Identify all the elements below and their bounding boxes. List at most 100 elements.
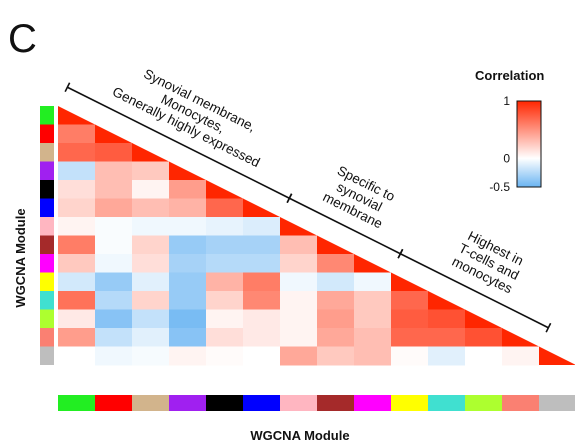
column-module-swatch-brown (317, 395, 354, 411)
heatmap-cell-3-2 (132, 161, 170, 181)
heatmap-cell-10-7 (317, 291, 355, 310)
panel-letter: C (8, 17, 37, 61)
heatmap-cell-8-2 (132, 254, 170, 273)
heatmap-cell-12-11 (465, 328, 503, 347)
row-module-swatch-greenyellow (40, 309, 54, 328)
heatmap-cell-10-2 (132, 291, 170, 310)
heatmap-cell-6-1 (95, 217, 133, 236)
heatmap-cell-11-0 (58, 309, 96, 329)
heatmap-cell-10-4 (206, 291, 244, 310)
heatmap-cell-12-3 (169, 328, 207, 347)
column-module-swatch-magenta (354, 395, 391, 411)
heatmap-cell-10-0 (58, 291, 96, 310)
heatmap-cell-8-4 (206, 254, 244, 273)
heatmap-cells (58, 106, 575, 366)
heatmap-cell-13-5 (243, 346, 281, 366)
heatmap-cell-13-13 (539, 346, 575, 365)
row-module-swatch-brown (40, 235, 54, 254)
heatmap-cell-13-3 (169, 346, 207, 366)
annotation-bracket-line (289, 197, 401, 255)
heatmap-cell-9-0 (58, 272, 96, 292)
annotation-bracket-tick (397, 248, 404, 259)
legend-title: Correlation (475, 68, 544, 83)
column-module-swatch-purple (169, 395, 206, 411)
heatmap-cell-10-1 (95, 291, 133, 310)
heatmap-cell-7-0 (58, 235, 96, 255)
heatmap-cell-3-3 (169, 161, 206, 180)
heatmap-cell-5-1 (95, 198, 133, 218)
heatmap-cell-9-7 (317, 272, 355, 292)
heatmap-cell-5-3 (169, 198, 207, 218)
heatmap-cell-9-3 (169, 272, 207, 292)
row-module-swatch-turquoise (40, 291, 54, 310)
heatmap-cell-4-0 (58, 180, 96, 199)
heatmap-cell-8-8 (354, 254, 391, 273)
heatmap-cell-11-5 (243, 309, 281, 329)
heatmap-cell-11-9 (391, 309, 429, 329)
heatmap-cell-13-0 (58, 346, 96, 366)
heatmap-cell-11-8 (354, 309, 392, 329)
heatmap-cell-6-3 (169, 217, 207, 236)
heatmap-cell-1-1 (95, 124, 132, 143)
heatmap-cell-2-2 (132, 143, 169, 162)
heatmap-cell-11-1 (95, 309, 133, 329)
heatmap-cell-7-5 (243, 235, 281, 255)
heatmap-cell-8-5 (243, 254, 281, 273)
heatmap-cell-9-6 (280, 272, 318, 292)
heatmap-cell-3-0 (58, 161, 96, 181)
row-module-swatch-blue (40, 198, 54, 217)
heatmap-cell-5-5 (243, 198, 280, 217)
heatmap-cell-6-6 (280, 217, 317, 236)
heatmap-cell-7-7 (317, 235, 354, 254)
heatmap-cell-8-3 (169, 254, 207, 273)
legend-tick-label: -0.5 (489, 180, 510, 194)
row-module-color-bar (40, 106, 54, 365)
column-module-swatch-black (206, 395, 243, 411)
heatmap-cell-10-3 (169, 291, 207, 310)
row-module-swatch-magenta (40, 254, 54, 273)
y-axis-title: WGCNA Module (13, 208, 28, 307)
heatmap-cell-12-10 (428, 328, 466, 347)
legend-tick-label: 1 (503, 94, 510, 108)
heatmap-cell-2-0 (58, 143, 96, 162)
row-module-swatch-yellow (40, 272, 54, 291)
heatmap-cell-1-0 (58, 124, 96, 144)
annotation-bracket-tick (64, 82, 71, 93)
column-module-swatch-red (95, 395, 132, 411)
heatmap-cell-13-1 (95, 346, 133, 366)
heatmap-cell-8-0 (58, 254, 96, 273)
column-module-swatch-pink (280, 395, 317, 411)
heatmap-cell-9-5 (243, 272, 281, 292)
heatmap-cell-10-10 (428, 291, 465, 310)
column-module-swatch-grey (539, 395, 575, 411)
heatmap-cell-12-5 (243, 328, 281, 347)
heatmap-cell-9-2 (132, 272, 170, 292)
heatmap-cell-11-3 (169, 309, 207, 329)
heatmap-cell-13-4 (206, 346, 244, 366)
heatmap-cell-6-0 (58, 217, 96, 236)
heatmap-cell-10-9 (391, 291, 429, 310)
heatmap-cell-11-11 (465, 309, 502, 328)
heatmap-cell-13-9 (391, 346, 429, 366)
heatmap-cell-12-2 (132, 328, 170, 347)
heatmap-cell-11-6 (280, 309, 318, 329)
heatmap-cell-7-4 (206, 235, 244, 255)
column-module-swatch-turquoise (428, 395, 465, 411)
heatmap-cell-12-1 (95, 328, 133, 347)
heatmap-cell-11-2 (132, 309, 170, 329)
legend-color-bar (516, 100, 542, 188)
heatmap-cell-10-5 (243, 291, 281, 310)
heatmap-cell-5-2 (132, 198, 170, 218)
heatmap-cell-4-3 (169, 180, 207, 199)
heatmap-cell-8-6 (280, 254, 318, 273)
heatmap-cell-9-9 (391, 272, 428, 291)
heatmap-cell-13-7 (317, 346, 355, 366)
heatmap-cell-12-9 (391, 328, 429, 347)
heatmap-cell-10-6 (280, 291, 318, 310)
heatmap-cell-7-2 (132, 235, 170, 255)
row-module-swatch-tan (40, 143, 54, 162)
column-module-swatch-green (58, 395, 95, 411)
row-module-swatch-red (40, 124, 54, 143)
heatmap-cell-7-6 (280, 235, 318, 255)
